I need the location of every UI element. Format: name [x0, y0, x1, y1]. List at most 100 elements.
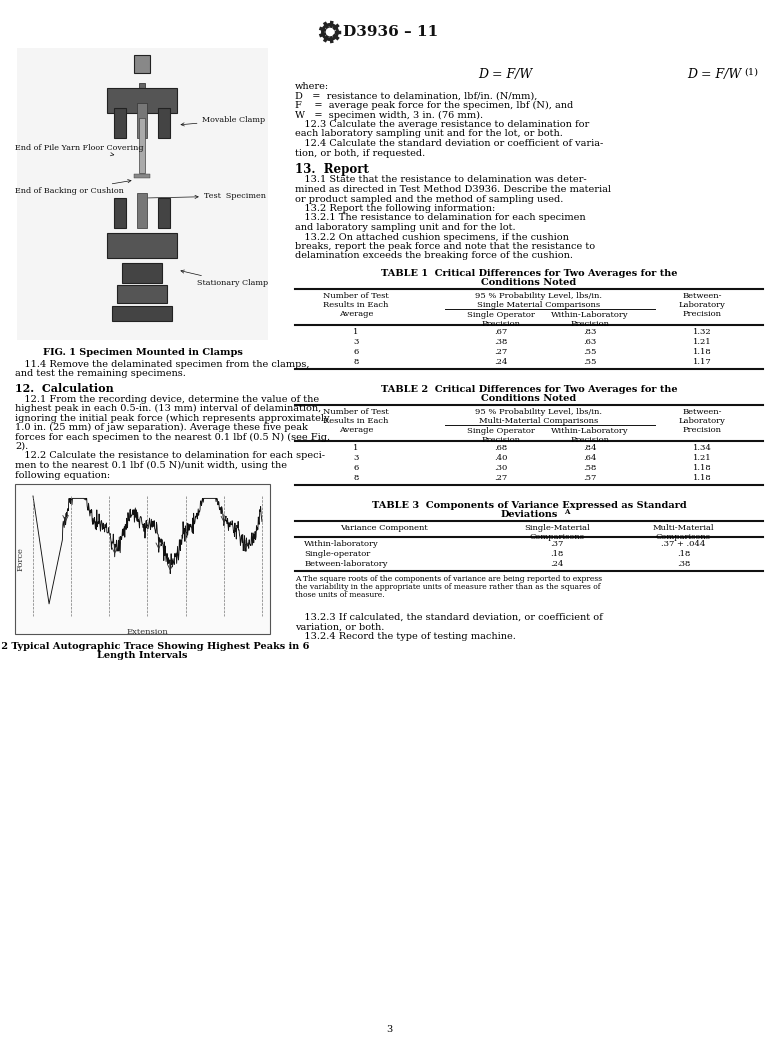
Text: .67: .67 [494, 328, 507, 336]
Text: 1.17: 1.17 [692, 358, 712, 366]
Text: Multi-Material
Comparisons: Multi-Material Comparisons [653, 524, 714, 541]
Text: 95 % Probability Level, lbs/in.
Single Material Comparisons: 95 % Probability Level, lbs/in. Single M… [475, 291, 602, 309]
Text: .55: .55 [584, 358, 597, 366]
Text: forces for each specimen to the nearest 0.1 lbf (0.5 N) (see Fig.: forces for each specimen to the nearest … [15, 432, 330, 441]
Text: Extension: Extension [127, 628, 168, 636]
Text: .63: .63 [584, 338, 597, 346]
Text: 3: 3 [353, 454, 359, 462]
Text: .18: .18 [550, 550, 564, 558]
Text: TABLE 3  Components of Variance Expressed as Standard: TABLE 3 Components of Variance Expressed… [372, 501, 686, 510]
Text: FIG. 2 Typical Autographic Trace Showing Highest Peaks in 6: FIG. 2 Typical Autographic Trace Showing… [0, 642, 310, 651]
Text: (1): (1) [744, 68, 758, 77]
Text: mined as directed in Test Method D3936. Describe the material: mined as directed in Test Method D3936. … [295, 185, 611, 194]
Text: F    =  average peak force for the specimen, lbf (N), and: F = average peak force for the specimen,… [295, 101, 573, 110]
Text: Within-Laboratory
Precision: Within-Laboratory Precision [551, 427, 629, 445]
Text: 8: 8 [353, 358, 359, 366]
Text: .58: .58 [584, 464, 597, 472]
Text: .38: .38 [494, 338, 507, 346]
Bar [159, 198, 170, 228]
Text: 1.21: 1.21 [693, 338, 711, 346]
Text: and test the remaining specimens.: and test the remaining specimens. [15, 370, 186, 379]
Text: 1.18: 1.18 [692, 474, 712, 482]
Bar [135, 174, 150, 178]
Text: A: A [564, 508, 569, 516]
Text: Single Operator
Precision: Single Operator Precision [467, 427, 534, 445]
Text: 1.0 in. (25 mm) of jaw separation). Average these five peak: 1.0 in. (25 mm) of jaw separation). Aver… [15, 423, 308, 432]
Text: Conditions Noted: Conditions Noted [482, 393, 576, 403]
Text: 13.2.3 If calculated, the standard deviation, or coefficient of: 13.2.3 If calculated, the standard devia… [295, 613, 603, 623]
Text: 13.2.2 On attached cushion specimens, if the cushion: 13.2.2 On attached cushion specimens, if… [295, 232, 569, 242]
Bar [138, 193, 148, 228]
Bar [15, 484, 270, 634]
Bar [113, 306, 173, 321]
Text: .18: .18 [677, 550, 690, 558]
Text: Between-laboratory: Between-laboratory [304, 560, 388, 568]
Text: following equation:: following equation: [15, 471, 110, 480]
Text: Within-Laboratory
Precision: Within-Laboratory Precision [551, 311, 629, 328]
Text: 12.1 From the recording device, determine the value of the: 12.1 From the recording device, determin… [15, 395, 319, 404]
Text: 1.34: 1.34 [692, 445, 712, 452]
Text: .57: .57 [584, 474, 597, 482]
Text: Conditions Noted: Conditions Noted [482, 278, 576, 287]
Bar [114, 198, 127, 228]
Bar [17, 48, 268, 340]
Bar [139, 118, 145, 173]
Text: End of Pile Yarn Floor Covering: End of Pile Yarn Floor Covering [15, 144, 143, 156]
Text: 13.2.4 Record the type of testing machine.: 13.2.4 Record the type of testing machin… [295, 632, 516, 641]
Text: where:: where: [295, 82, 329, 91]
Text: or product sampled and the method of sampling used.: or product sampled and the method of sam… [295, 195, 563, 203]
Text: breaks, report the peak force and note that the resistance to: breaks, report the peak force and note t… [295, 242, 595, 251]
Text: Movable Clamp: Movable Clamp [181, 116, 265, 126]
Text: D = F/W: D = F/W [478, 68, 533, 81]
Text: 1.32: 1.32 [693, 328, 711, 336]
Bar [107, 88, 177, 113]
Text: Deviations: Deviations [500, 510, 558, 519]
Text: and laboratory sampling unit and for the lot.: and laboratory sampling unit and for the… [295, 223, 516, 232]
Text: ignoring the initial peak force (which represents approximately: ignoring the initial peak force (which r… [15, 413, 330, 423]
Bar [107, 233, 177, 258]
Text: 8: 8 [353, 474, 359, 482]
Text: Single Operator
Precision: Single Operator Precision [467, 311, 534, 328]
Text: 12.3 Calculate the average resistance to delamination for: 12.3 Calculate the average resistance to… [295, 120, 589, 129]
Text: .38: .38 [677, 560, 690, 568]
Text: those units of measure.: those units of measure. [295, 591, 384, 599]
Text: 1: 1 [353, 445, 359, 452]
Text: Between-
Laboratory
Precision: Between- Laboratory Precision [678, 291, 726, 319]
Text: 13.2 Report the following information:: 13.2 Report the following information: [295, 204, 496, 213]
Text: highest peak in each 0.5-in. (13 mm) interval of delamination,: highest peak in each 0.5-in. (13 mm) int… [15, 404, 321, 413]
Text: Between-
Laboratory
Precision: Between- Laboratory Precision [678, 408, 726, 434]
Text: Variance Component: Variance Component [340, 524, 428, 532]
Text: .55: .55 [584, 348, 597, 356]
Text: tion, or both, if requested.: tion, or both, if requested. [295, 149, 426, 157]
Text: Length Intervals: Length Intervals [97, 652, 187, 660]
Text: Test  Specimen: Test Specimen [149, 192, 267, 200]
Text: 95 % Probability Level, lbs/in.
Multi-Material Comparisons: 95 % Probability Level, lbs/in. Multi-Ma… [475, 408, 602, 425]
Text: each laboratory sampling unit and for the lot, or both.: each laboratory sampling unit and for th… [295, 129, 562, 138]
Text: W   =  specimen width, 3 in. (76 mm).: W = specimen width, 3 in. (76 mm). [295, 110, 483, 120]
Text: .37: .37 [550, 540, 564, 548]
Text: 1.18: 1.18 [692, 464, 712, 472]
Text: delamination exceeds the breaking force of the cushion.: delamination exceeds the breaking force … [295, 252, 573, 260]
Bar [159, 108, 170, 138]
Text: TABLE 2  Critical Differences for Two Averages for the: TABLE 2 Critical Differences for Two Ave… [380, 385, 678, 393]
Text: .68: .68 [494, 445, 507, 452]
Text: TABLE 1  Critical Differences for Two Averages for the: TABLE 1 Critical Differences for Two Ave… [380, 269, 678, 278]
Text: 1.18: 1.18 [692, 348, 712, 356]
Text: 6: 6 [353, 348, 359, 356]
Text: .64: .64 [584, 454, 597, 462]
Text: FIG. 1 Specimen Mounted in Clamps: FIG. 1 Specimen Mounted in Clamps [43, 348, 243, 357]
Text: 3: 3 [353, 338, 359, 346]
Text: D   =  resistance to delamination, lbf/in. (N/mm),: D = resistance to delamination, lbf/in. … [295, 92, 538, 101]
Text: .83: .83 [584, 328, 597, 336]
Text: Within-laboratory: Within-laboratory [304, 540, 379, 548]
Text: 1.21: 1.21 [693, 454, 711, 462]
Text: D = F/W: D = F/W [688, 68, 741, 81]
Text: .30: .30 [494, 464, 507, 472]
Circle shape [324, 26, 336, 39]
Text: men to the nearest 0.1 lbf (0.5 N)/unit width, using the: men to the nearest 0.1 lbf (0.5 N)/unit … [15, 461, 287, 471]
Text: 11.4 Remove the delaminated specimen from the clamps,: 11.4 Remove the delaminated specimen fro… [15, 360, 310, 369]
Text: 1: 1 [353, 328, 359, 336]
Text: 2).: 2). [15, 442, 28, 451]
Text: 6: 6 [353, 464, 359, 472]
Bar [114, 108, 127, 138]
